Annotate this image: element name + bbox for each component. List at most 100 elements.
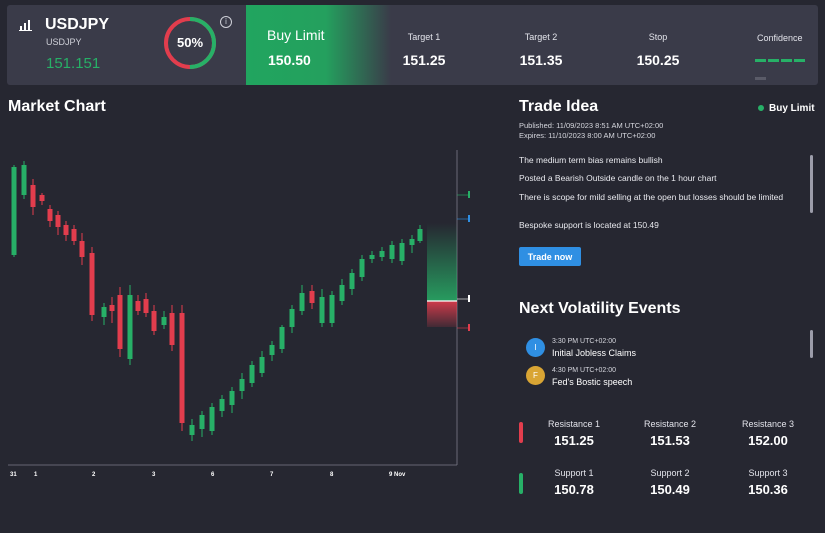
profit-zone [427, 223, 457, 301]
resistance-2: Resistance 2 151.53 [625, 419, 715, 448]
confidence-segment [794, 59, 805, 62]
candle-body [329, 295, 335, 323]
candle-body [417, 229, 423, 241]
candle-body [63, 225, 69, 235]
event-name: Fed's Bostic speech [552, 377, 633, 387]
metric-stop: Stop 150.25 [613, 5, 703, 85]
candle-body [259, 357, 265, 373]
trade-now-button[interactable]: Trade now [519, 247, 581, 266]
candle-body [399, 243, 405, 261]
volatility-title: Next Volatility Events [519, 300, 681, 317]
level-tag-box [468, 324, 470, 331]
events-scrollbar[interactable] [810, 330, 813, 358]
metric-label: Target 1 [407, 32, 441, 42]
candle-body [289, 309, 295, 327]
candle-body [349, 273, 355, 289]
trade-idea-title: Trade Idea [519, 98, 599, 115]
support-1: Support 1 150.78 [529, 468, 619, 497]
candle-body [339, 285, 345, 301]
candle-body [169, 313, 175, 345]
candle-body [21, 165, 27, 195]
candle-body [219, 399, 225, 411]
resistance-1: Resistance 1 151.25 [529, 419, 619, 448]
candle-body [199, 415, 205, 429]
level-label: Support 3 [748, 468, 788, 478]
metric-value: 151.25 [402, 52, 446, 68]
candle-body [117, 295, 123, 349]
level-tag-box [468, 191, 470, 198]
x-axis-label: 8 [330, 472, 334, 478]
trade-idea-scrollbar[interactable] [810, 155, 813, 213]
level-tag-box [468, 295, 470, 302]
event-time: 3:30 PM UTC+02:00 [552, 338, 617, 345]
instrument-header: USDJPY USDJPY 151.151 50% i Buy Limit 15… [7, 5, 818, 85]
current-price: 151.151 [46, 55, 101, 72]
candle-body [47, 209, 53, 221]
level-value: 150.78 [554, 482, 594, 497]
candle-body [55, 215, 61, 227]
signal-badge: Buy Limit [758, 103, 815, 114]
candle-body [249, 365, 255, 383]
level-value: 151.53 [650, 433, 690, 448]
expires-date: Expires: 11/10/2023 8:00 AM UTC+02:00 [519, 131, 656, 140]
candle-body [71, 229, 77, 241]
level-label: Resistance 3 [741, 419, 795, 429]
order-price: 150.50 [268, 52, 311, 68]
idea-line: There is scope for mild selling at the o… [519, 192, 784, 202]
event-badge-icon: I [526, 338, 545, 357]
candle-body [101, 307, 107, 317]
confidence-segment [755, 77, 766, 80]
metric-label: Target 2 [524, 32, 558, 42]
level-label: Resistance 1 [547, 419, 601, 429]
resistance-marker [519, 422, 523, 443]
candle-body [161, 317, 167, 325]
metric-label: Stop [648, 32, 668, 42]
x-axis-label: 2 [92, 472, 96, 478]
candle-body [127, 295, 133, 359]
candle-body [379, 251, 385, 257]
x-axis-label: 9 Nov [389, 472, 406, 478]
confidence-meter [755, 59, 818, 85]
candle-body [209, 407, 215, 431]
candle-body [239, 379, 245, 391]
gauge-arc [164, 17, 216, 69]
level-tag-box [468, 215, 470, 222]
info-icon[interactable]: i [220, 16, 232, 28]
x-axis-label: 7 [270, 472, 274, 478]
metric-target-1: Target 1 151.25 [379, 5, 469, 85]
confidence-gauge [164, 17, 216, 69]
candle-body [409, 239, 415, 245]
event-name: Initial Jobless Claims [552, 348, 637, 358]
order-type: Buy Limit [267, 27, 325, 43]
candle-body [79, 241, 85, 257]
candle-body [359, 259, 365, 277]
idea-line: The medium term bias remains bullish [519, 155, 663, 165]
order-panel: Buy Limit 150.50 [246, 5, 391, 85]
level-value: 152.00 [748, 433, 788, 448]
level-label: Resistance 2 [643, 419, 697, 429]
bar-chart-icon [19, 20, 32, 31]
candle-body [369, 255, 375, 259]
candle-body [279, 327, 285, 349]
metric-value: 151.35 [519, 52, 563, 68]
event-badge-icon: F [526, 366, 545, 385]
confidence-segment [781, 59, 792, 62]
idea-line: Posted a Bearish Outside candle on the 1… [519, 173, 717, 183]
level-value: 150.49 [650, 482, 690, 497]
level-value: 150.36 [748, 482, 788, 497]
candle-body [389, 245, 395, 259]
confidence-segment [755, 59, 766, 62]
resistance-3: Resistance 3 152.00 [723, 419, 813, 448]
symbol-name: USDJPY [45, 16, 110, 33]
candle-body [11, 167, 17, 255]
candle-body [319, 297, 325, 323]
signal-dot-icon [758, 105, 764, 112]
candle-body [39, 195, 45, 201]
support-3: Support 3 150.36 [723, 468, 813, 497]
candle-body [109, 305, 115, 311]
idea-line: Bespoke support is located at 150.49 [519, 220, 659, 230]
risk-zone [427, 301, 457, 327]
candle-body [30, 185, 36, 207]
